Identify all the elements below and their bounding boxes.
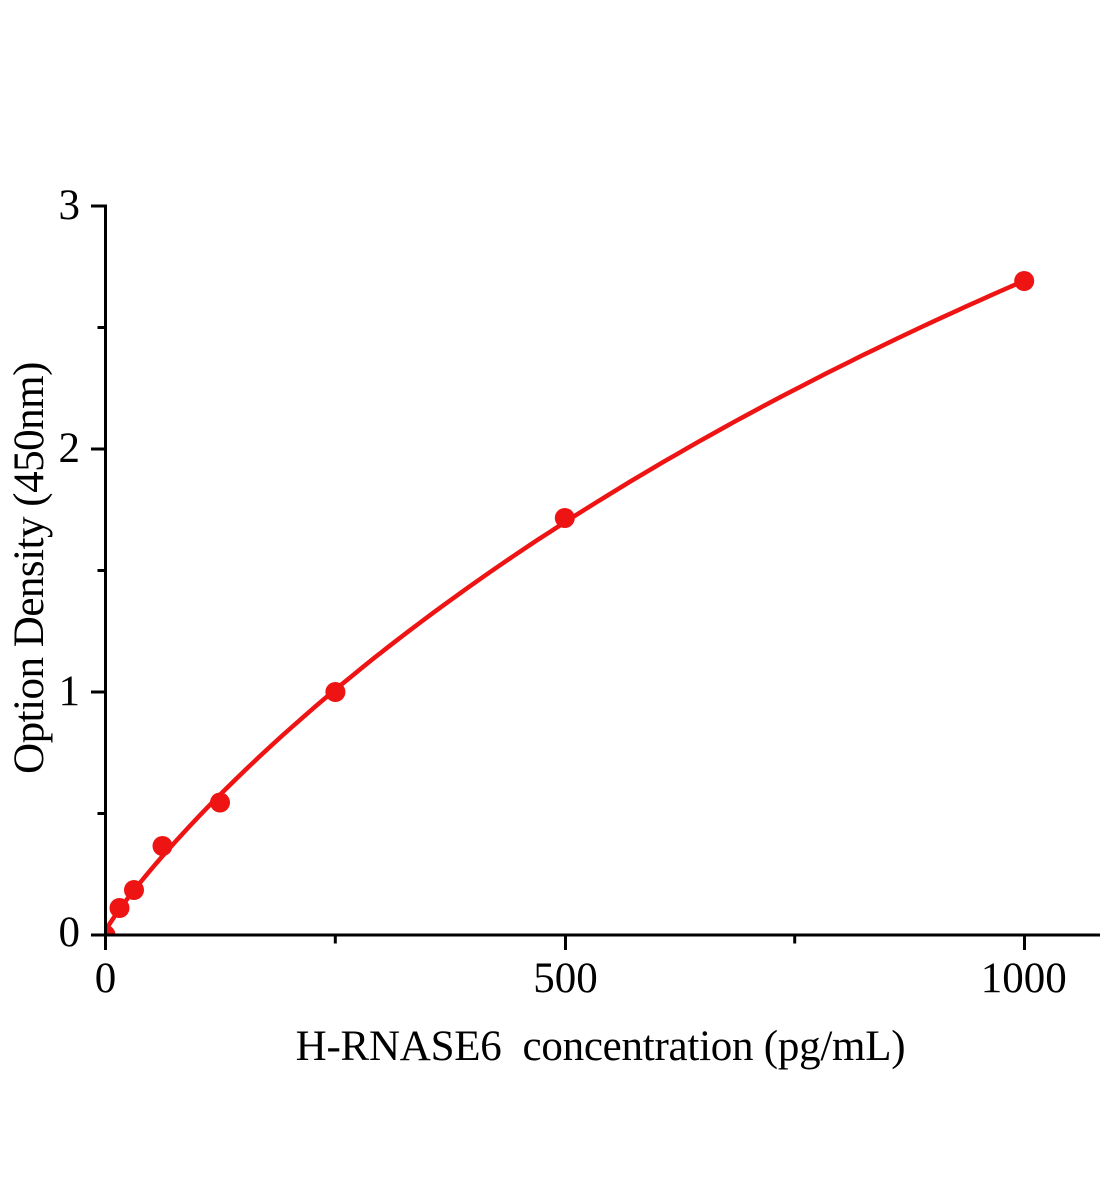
svg-text:0: 0 bbox=[59, 909, 81, 956]
svg-text:1000: 1000 bbox=[981, 955, 1067, 1002]
svg-text:3: 3 bbox=[59, 182, 81, 229]
svg-text:Option Density (450nm): Option Density (450nm) bbox=[6, 362, 53, 774]
svg-text:0: 0 bbox=[95, 955, 117, 1002]
svg-text:1: 1 bbox=[59, 668, 81, 715]
svg-text:H-RNASE6 concentration (pg/mL: H-RNASE6 concentration (pg/mL) bbox=[296, 1023, 906, 1070]
svg-text:2: 2 bbox=[59, 425, 81, 472]
svg-text:500: 500 bbox=[533, 955, 598, 1002]
